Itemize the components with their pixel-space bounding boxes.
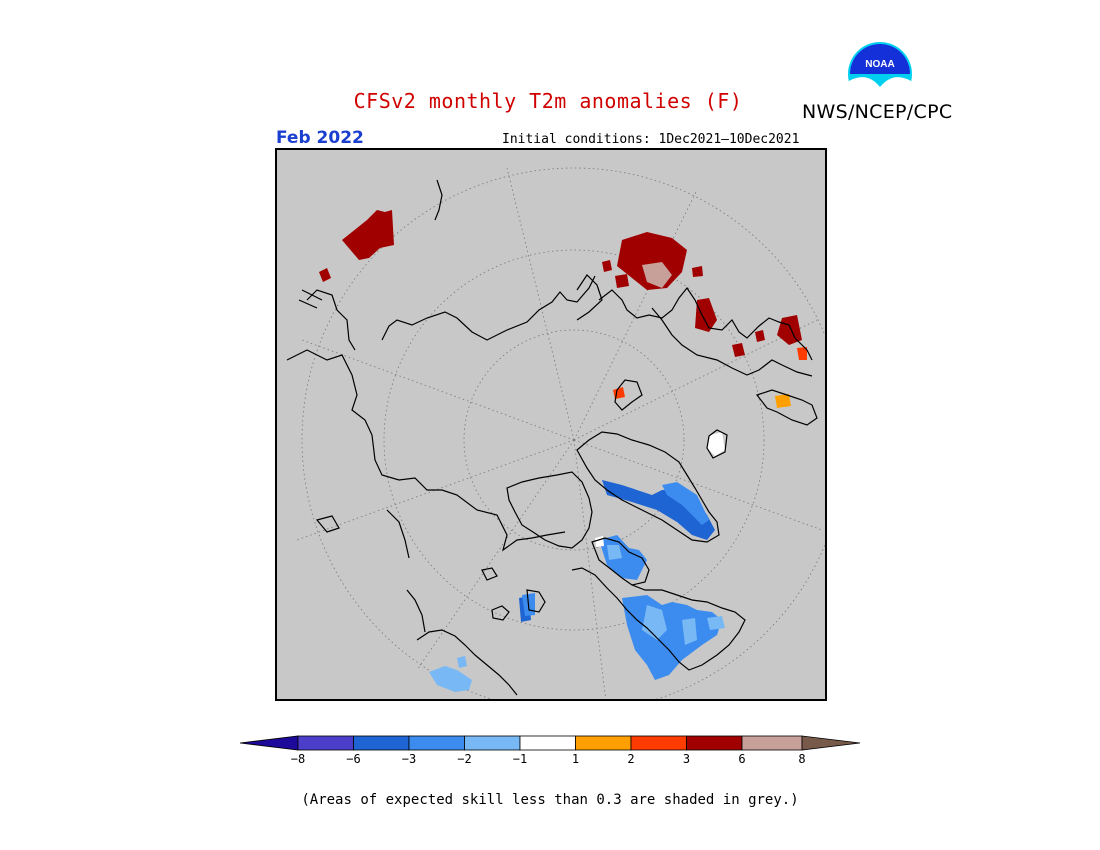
colorbar-bin <box>741 735 803 751</box>
colorbar-arrow-right <box>801 735 861 751</box>
colorbar-bin <box>575 735 632 751</box>
footnote: (Areas of expected skill less than 0.3 a… <box>301 792 799 808</box>
colorbar-arrow-left <box>240 735 299 751</box>
colorbar-tick: −1 <box>512 752 528 766</box>
colorbar-bin <box>297 735 354 751</box>
svg-text:NOAA: NOAA <box>865 59 894 70</box>
colorbar-bin <box>519 735 576 751</box>
colorbar-tick: −2 <box>457 752 472 766</box>
colorbar-tick: 1 <box>571 752 580 766</box>
colorbar-bin <box>686 735 743 751</box>
cold-anomalies <box>429 432 725 692</box>
chart-title: CFSv2 monthly T2m anomalies (F) <box>353 89 743 113</box>
colorbar-bin <box>408 735 465 751</box>
colorbar-tick: −8 <box>290 752 306 766</box>
noaa-logo: NOAA <box>848 42 912 107</box>
colorbar-tick: 3 <box>682 752 691 766</box>
colorbar-bin <box>630 735 687 751</box>
colorbar-tick: 2 <box>627 752 635 766</box>
colorbar-tick: 8 <box>798 752 806 766</box>
polar-map <box>275 148 827 701</box>
graticule <box>296 167 825 699</box>
coastlines <box>286 179 818 696</box>
colorbar-bin <box>353 735 410 751</box>
colorbar-tick: −3 <box>401 752 417 766</box>
warm-anomalies <box>319 210 807 408</box>
colorbar-bin <box>464 735 521 751</box>
initial-conditions: Initial conditions: 1Dec2021—10Dec2021 <box>502 132 800 147</box>
colorbar-tick: −6 <box>346 752 361 766</box>
valid-month: Feb 2022 <box>276 128 364 148</box>
colorbar-tick: 6 <box>738 752 746 766</box>
color-bar <box>240 735 861 751</box>
agency-label: NWS/NCEP/CPC <box>802 101 953 123</box>
